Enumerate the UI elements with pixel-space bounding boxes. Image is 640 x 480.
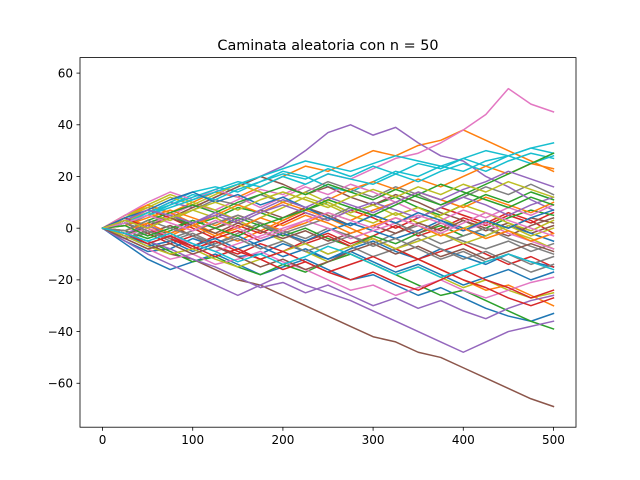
series-line-5 [101,124,555,230]
series-line-11 [101,227,555,322]
series-line-16 [101,175,555,237]
x-tick-label: 0 [99,433,107,447]
series-line-2 [101,129,555,230]
axes-frame [79,57,577,428]
series-line-19 [101,183,555,250]
y-tick-label: −20 [48,273,73,287]
y-axis: 60 40 20 0 −20 −40 −60 [48,66,80,391]
x-tick-label: 100 [181,433,204,447]
series-line-6 [101,227,555,408]
series-line-50 [101,227,555,279]
series-line-44 [101,227,555,307]
series-line-35 [101,196,555,235]
x-tick-label: 200 [271,433,294,447]
series-line-17 [101,227,555,299]
x-tick-label: 300 [362,433,385,447]
y-tick-label: 60 [58,66,73,80]
series-group [101,87,555,408]
series-line-29 [101,196,555,232]
x-tick-label: 500 [542,433,565,447]
series-line-41 [101,191,555,232]
chart-title: Caminata aleatoria con n = 50 [217,38,438,54]
y-tick-label: −40 [48,325,73,339]
x-tick-label: 400 [452,433,475,447]
y-tick-label: −60 [48,377,73,391]
series-line-49 [101,180,555,230]
series-line-45 [101,170,555,230]
series-line-39 [101,224,555,268]
series-line-21 [101,227,555,286]
series-line-47 [101,211,555,240]
series-line-20 [101,154,555,230]
series-line-30 [101,152,555,230]
series-line-15 [101,227,555,353]
x-axis: 0 100 200 300 400 500 [99,427,565,447]
series-line-46 [101,227,555,271]
y-tick-label: 0 [65,221,73,235]
y-tick-label: 40 [58,118,73,132]
y-tick-label: 20 [58,170,73,184]
series-line-33 [101,152,555,232]
series-line-48 [101,219,555,266]
series-line-27 [101,183,555,230]
series-line-40 [101,141,555,230]
series-line-37 [101,214,555,253]
series-line-24 [101,209,555,268]
